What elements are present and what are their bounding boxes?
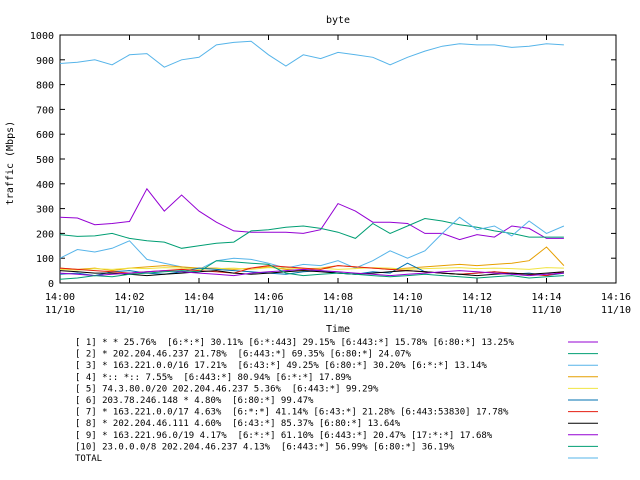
- y-tick-label: 400: [36, 180, 54, 191]
- plot-area: [59, 34, 617, 284]
- legend-label: [ 1] * * 25.76% [6:*:*] 30.11% [6:*:443]…: [75, 338, 514, 348]
- legend-label: TOTAL: [75, 454, 102, 464]
- x-tick-label-time: 14:06: [253, 292, 283, 303]
- x-tick-label-date: 11/10: [253, 305, 283, 316]
- y-tick-label: 600: [36, 130, 54, 141]
- legend-label: [ 8] * 202.204.46.111 4.60% [6:43:*] 85.…: [75, 419, 401, 429]
- x-tick-label-date: 11/10: [184, 305, 214, 316]
- y-tick-label: 200: [36, 229, 54, 240]
- x-tick-label-date: 11/10: [45, 305, 75, 316]
- legend-label: [ 9] * 163.221.96.0/19 4.17% [6:*:*] 61.…: [75, 431, 493, 441]
- x-tick-label-date: 11/10: [601, 305, 631, 316]
- series-line-8: [59, 270, 564, 277]
- y-tick-label: 1000: [30, 31, 54, 42]
- legend-label: [ 4] *:: *:: 7.55% [6:443:*] 80.94% [6:*…: [75, 373, 352, 383]
- y-axis-label: traffic (Mbps): [5, 121, 16, 205]
- x-tick-label-date: 11/10: [392, 305, 422, 316]
- series-line-10: [59, 260, 564, 280]
- legend-label: [ 5] 74.3.80.0/20 202.204.46.237 5.36% […: [75, 384, 379, 394]
- x-tick-label-time: 14:00: [45, 292, 75, 303]
- y-tick-label: 700: [36, 105, 54, 116]
- x-tick-label-time: 14:12: [462, 292, 492, 303]
- x-tick-label-time: 14:16: [601, 292, 631, 303]
- legend-label: [ 2] * 202.204.46.237 21.78% [6:443:*] 6…: [75, 350, 412, 360]
- y-tick-label: 100: [36, 254, 54, 265]
- x-tick-label-time: 14:14: [531, 292, 561, 303]
- x-tick-label-time: 14:10: [392, 292, 422, 303]
- legend-label: [ 6] 203.78.246.148 * 4.80% [6:80:*] 99.…: [75, 396, 314, 406]
- y-tick-label: 500: [36, 155, 54, 166]
- x-tick-label-date: 11/10: [114, 305, 144, 316]
- series-line-1: [59, 187, 564, 241]
- y-tick-label: 300: [36, 205, 54, 216]
- y-axis-ticks: 0 100 200 300 400 500 600 700 800 900 1000: [30, 31, 616, 290]
- series-line-3: [59, 216, 565, 270]
- legend-label: [ 7] * 163.221.0.0/17 4.63% [6:*:*] 41.1…: [75, 408, 509, 418]
- x-tick-label-time: 14:02: [114, 292, 144, 303]
- legend: [ 1] * * 25.76% [6:*:*] 30.11% [6:*:443]…: [75, 338, 598, 464]
- plot-frame: [59, 34, 617, 284]
- chart-title: byte: [326, 15, 350, 26]
- y-tick-label: 0: [48, 279, 54, 290]
- x-tick-label-time: 14:08: [323, 292, 353, 303]
- x-tick-label-time: 14:04: [184, 292, 214, 303]
- x-tick-label-date: 11/10: [462, 305, 492, 316]
- legend-label: [ 3] * 163.221.0.0/16 17.21% [6:43:*] 49…: [75, 361, 487, 371]
- series-lines: [59, 40, 565, 280]
- legend-label: [10] 23.0.0.0/8 202.204.46.237 4.13% [6:…: [75, 442, 455, 452]
- x-axis-label: Time: [326, 324, 350, 335]
- x-tick-label-date: 11/10: [323, 305, 353, 316]
- y-tick-label: 800: [36, 81, 54, 92]
- series-line-2: [59, 217, 564, 249]
- series-line-11: [59, 40, 564, 68]
- y-tick-label: 900: [36, 56, 54, 67]
- x-tick-label-date: 11/10: [531, 305, 561, 316]
- series-line-4: [59, 246, 565, 272]
- series-line-9: [59, 268, 564, 277]
